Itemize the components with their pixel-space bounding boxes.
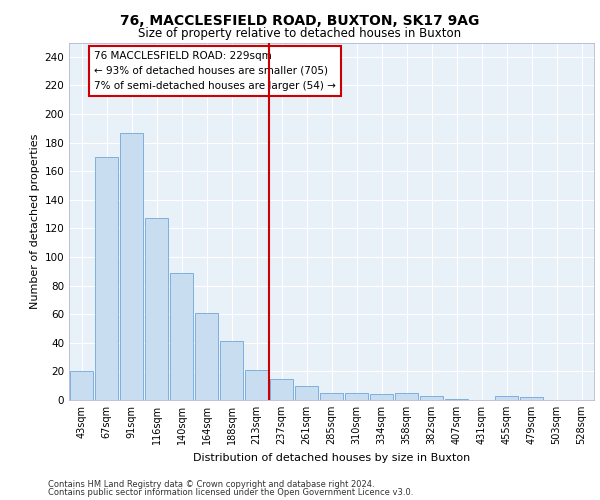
Text: 76 MACCLESFIELD ROAD: 229sqm
← 93% of detached houses are smaller (705)
7% of se: 76 MACCLESFIELD ROAD: 229sqm ← 93% of de… <box>94 51 336 90</box>
Bar <box>245 370 268 400</box>
X-axis label: Distribution of detached houses by size in Buxton: Distribution of detached houses by size … <box>193 452 470 462</box>
Bar <box>445 398 468 400</box>
Bar <box>145 218 168 400</box>
Bar <box>420 396 443 400</box>
Bar <box>520 397 543 400</box>
Bar <box>395 393 418 400</box>
Text: 76, MACCLESFIELD ROAD, BUXTON, SK17 9AG: 76, MACCLESFIELD ROAD, BUXTON, SK17 9AG <box>121 14 479 28</box>
Bar <box>345 393 368 400</box>
Bar <box>320 393 343 400</box>
Bar <box>370 394 393 400</box>
Bar <box>195 313 218 400</box>
Bar <box>495 396 518 400</box>
Bar <box>295 386 318 400</box>
Bar <box>220 342 243 400</box>
Text: Size of property relative to detached houses in Buxton: Size of property relative to detached ho… <box>139 28 461 40</box>
Bar <box>270 378 293 400</box>
Bar <box>95 157 118 400</box>
Bar <box>120 132 143 400</box>
Bar <box>70 372 93 400</box>
Bar <box>170 272 193 400</box>
Y-axis label: Number of detached properties: Number of detached properties <box>30 134 40 309</box>
Text: Contains public sector information licensed under the Open Government Licence v3: Contains public sector information licen… <box>48 488 413 497</box>
Text: Contains HM Land Registry data © Crown copyright and database right 2024.: Contains HM Land Registry data © Crown c… <box>48 480 374 489</box>
